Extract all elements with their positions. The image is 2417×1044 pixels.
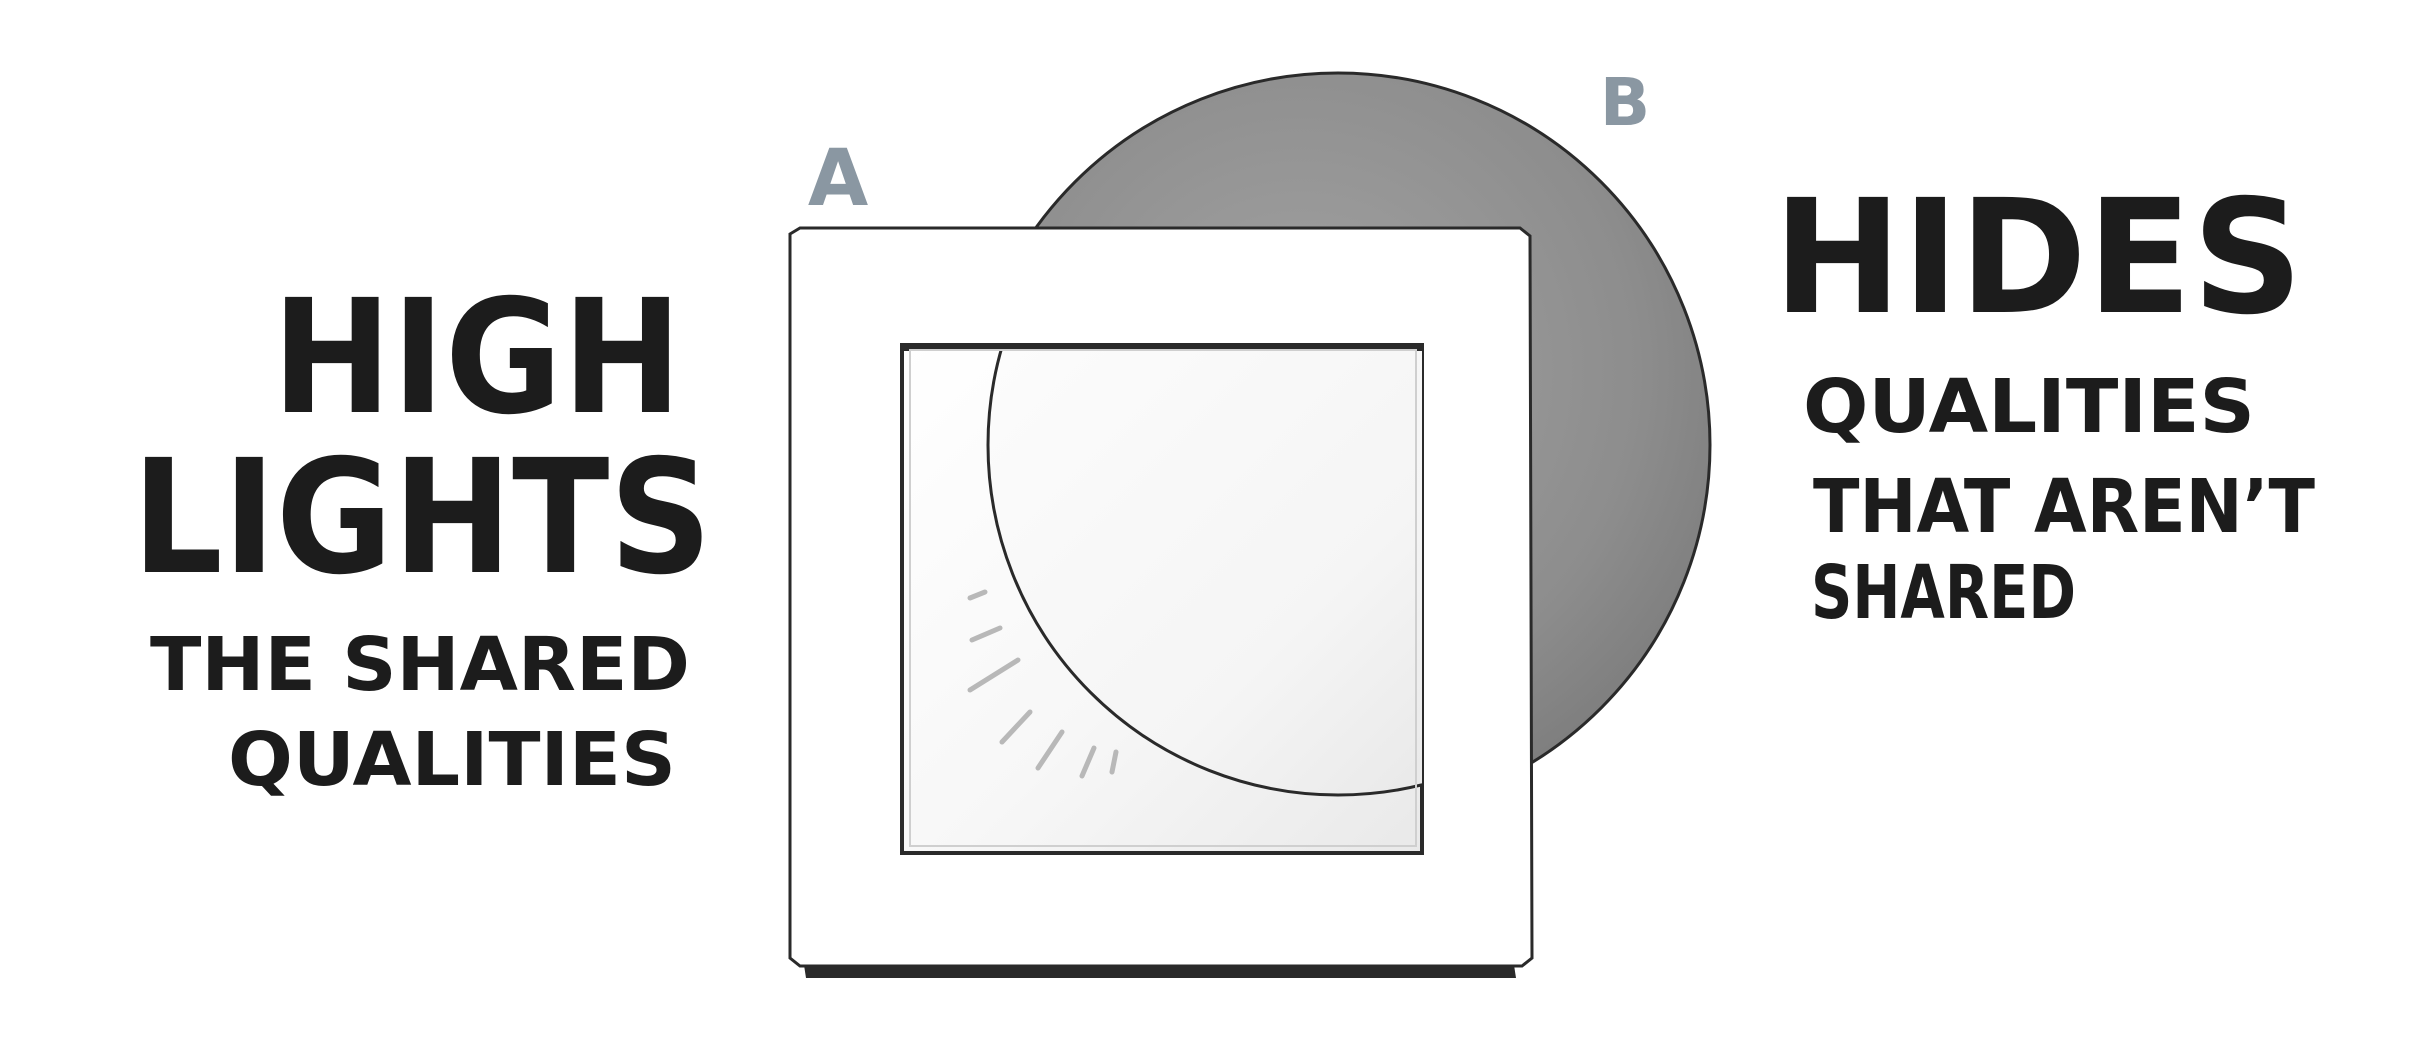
right-heading: HIDES	[1773, 166, 2303, 350]
highlighted-disc-portion	[986, 345, 1422, 797]
right-subheading-line1: QUALITIES	[1803, 364, 2255, 450]
right-caption: HIDES QUALITIES THAT AREN’T SHARED	[1773, 166, 2315, 636]
left-heading-line1: HIGH	[272, 266, 682, 450]
left-heading-line2: LIGHTS	[132, 426, 712, 610]
right-subheading-line2: THAT AREN’T	[1813, 464, 2315, 550]
right-subheading-line3: SHARED	[1811, 550, 2076, 636]
label-a: A	[808, 134, 868, 224]
left-caption: HIGH LIGHTS THE SHARED QUALITIES	[132, 266, 712, 803]
label-b: B	[1600, 64, 1650, 141]
left-subheading-line1: THE SHARED	[150, 622, 690, 708]
sparkle-lines	[967, 589, 1119, 779]
frame-window	[900, 343, 1424, 855]
left-subheading-line2: QUALITIES	[228, 717, 676, 803]
